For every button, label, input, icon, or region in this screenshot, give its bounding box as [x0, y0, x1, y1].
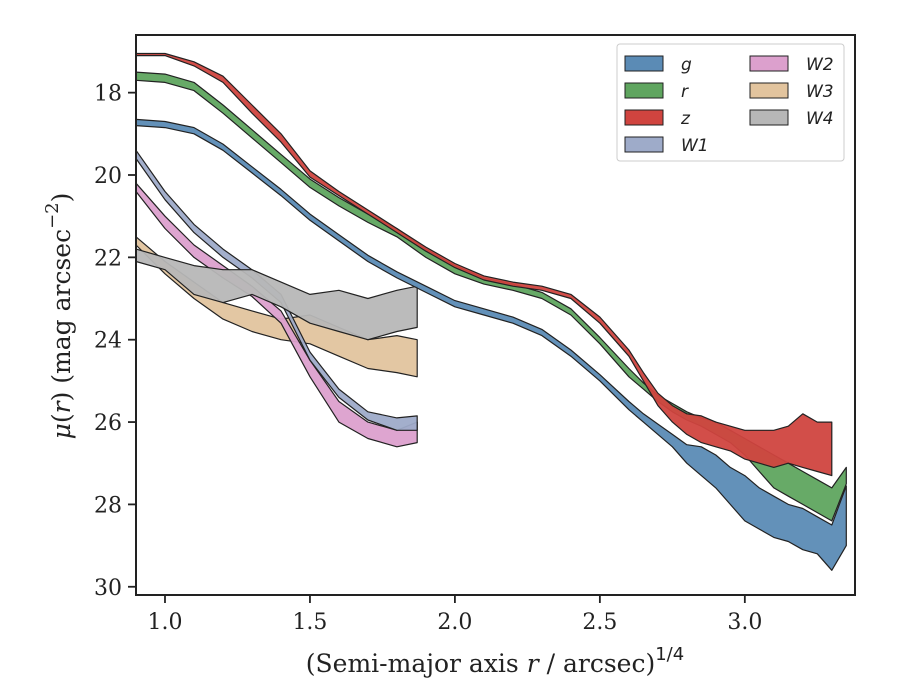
series-band-w3 [135, 236, 418, 378]
y-tick-label: 22 [94, 246, 122, 271]
x-axis-label-var: r [527, 649, 541, 678]
series-band-w1 [135, 149, 418, 431]
legend-swatch-g [624, 55, 664, 72]
legend-label-g: g [681, 55, 692, 75]
x-tick-label: 1.0 [147, 610, 182, 635]
legend-swatch-w4 [749, 109, 789, 126]
legend-swatch-r [624, 82, 664, 99]
x-axis-label-prefix: (Semi-major axis [306, 649, 527, 678]
x-tick-label: 1.5 [292, 610, 327, 635]
y-axis-label-rest: (mag arcsec [47, 229, 76, 392]
y-tick-label: 24 [94, 329, 122, 354]
series-band-w4 [135, 248, 418, 341]
x-tick-label: 2.5 [582, 610, 617, 635]
x-axis-ticks: 1.0 1.5 2.0 2.5 3.0 [147, 595, 762, 635]
axes-frame [135, 34, 856, 596]
legend-swatch-w2 [749, 55, 789, 72]
legend-box [616, 43, 845, 162]
y-axis-label: μ(r) (mag arcsec−2) [42, 193, 76, 440]
legend-swatch-w1 [624, 136, 664, 153]
y-axis-label-end: ) [47, 193, 76, 203]
y-tick-label: 20 [94, 164, 122, 189]
y-axis-label-sup: −2 [42, 202, 63, 229]
x-axis-label-sup: 1/4 [655, 644, 684, 665]
legend-label-z: z [680, 109, 691, 129]
legend-swatch-w3 [749, 82, 789, 99]
x-axis-label: (Semi-major axis r / arcsec)1/4 [306, 644, 684, 678]
legend-label-w1: W1 [681, 136, 709, 156]
x-tick-label: 3.0 [727, 610, 762, 635]
y-axis-label-open: ( [47, 413, 76, 423]
y-axis-ticks: 18 20 22 24 26 28 30 [94, 82, 136, 601]
y-tick-label: 30 [94, 576, 122, 601]
y-axis-label-mu: μ [47, 423, 76, 439]
y-axis-label-close: ) [47, 392, 76, 402]
legend-label-w4: W4 [806, 109, 834, 129]
plot-area [135, 52, 847, 571]
series-band-z [135, 52, 833, 477]
legend-label-w3: W3 [806, 82, 834, 102]
legend: grz W1 W2 W3 W4 [616, 43, 845, 162]
y-tick-label: 28 [94, 493, 122, 518]
x-axis-label-middle: / arcsec) [539, 649, 656, 678]
legend-swatch-z [624, 109, 664, 126]
legend-label-r: r [681, 82, 689, 102]
legend-label-w2: W2 [806, 55, 834, 75]
y-tick-label: 18 [94, 82, 122, 107]
y-tick-label: 26 [94, 411, 122, 436]
y-axis-label-var: r [47, 399, 76, 413]
series-band-g [135, 118, 847, 571]
x-tick-label: 2.0 [437, 610, 472, 635]
